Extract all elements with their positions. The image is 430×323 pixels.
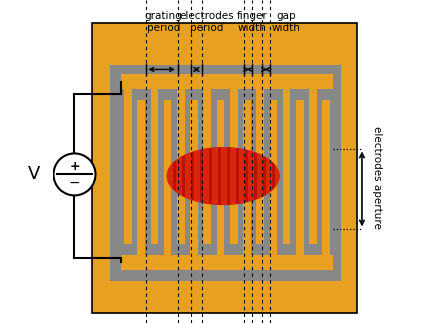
Bar — [266, 144, 272, 208]
Ellipse shape — [166, 147, 280, 205]
Bar — [309, 89, 317, 244]
Bar — [230, 144, 236, 208]
Bar — [137, 100, 145, 255]
Bar — [177, 89, 184, 244]
Bar — [121, 255, 333, 270]
Bar — [283, 89, 290, 244]
Bar — [184, 144, 191, 208]
Bar — [275, 144, 281, 208]
Bar — [175, 144, 182, 208]
Text: grating
period: grating period — [144, 11, 182, 33]
Text: gap
width: gap width — [272, 11, 301, 33]
Text: finger
width: finger width — [237, 11, 267, 33]
Text: electrodes
period: electrodes period — [180, 11, 234, 33]
Bar — [203, 144, 209, 208]
Bar — [221, 144, 227, 208]
Bar — [296, 100, 304, 255]
Text: V: V — [28, 165, 40, 183]
Bar — [322, 100, 330, 255]
Text: electrodes aperture: electrodes aperture — [372, 126, 382, 229]
Bar — [110, 65, 341, 281]
Bar — [212, 144, 218, 208]
Bar — [194, 144, 200, 208]
Bar — [248, 144, 254, 208]
Bar — [257, 144, 263, 208]
Bar — [243, 100, 251, 255]
Bar — [190, 100, 198, 255]
Bar — [270, 100, 277, 255]
Bar — [150, 89, 158, 244]
Bar — [92, 23, 357, 313]
Bar — [166, 144, 173, 208]
Bar — [256, 89, 264, 244]
Bar — [230, 89, 237, 244]
Bar — [121, 74, 333, 89]
Circle shape — [53, 153, 95, 195]
Text: +: + — [69, 160, 80, 173]
Bar — [124, 89, 132, 244]
Bar — [239, 144, 245, 208]
Text: −: − — [69, 175, 80, 189]
Bar — [164, 100, 172, 255]
Bar — [217, 100, 224, 255]
Bar — [203, 89, 211, 244]
